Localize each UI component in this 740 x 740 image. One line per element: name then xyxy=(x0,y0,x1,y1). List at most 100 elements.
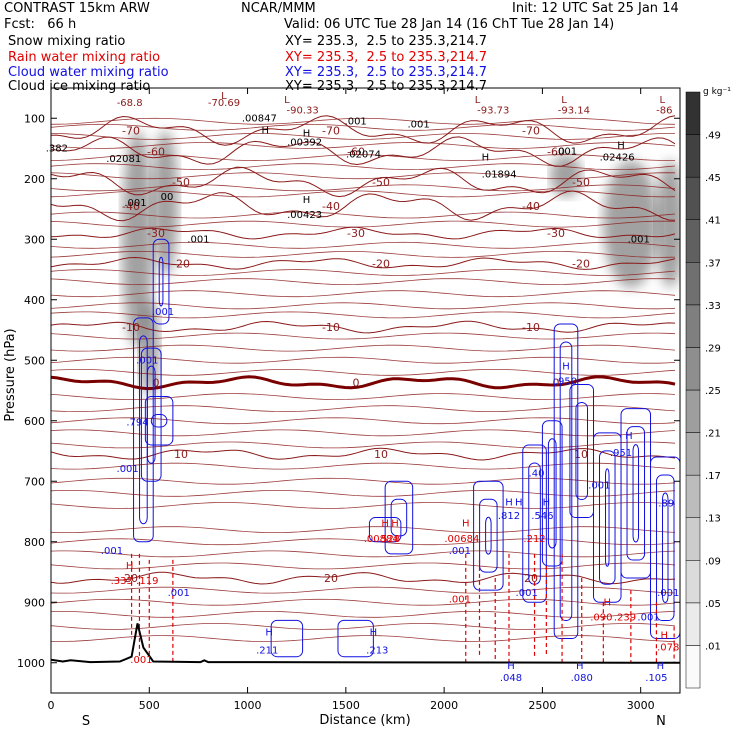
y-tick-label: 1000 xyxy=(17,657,45,670)
x-tick-label: 2000 xyxy=(430,699,458,712)
contour-annotation: .02081 xyxy=(106,154,141,165)
isotherm-label: 0 xyxy=(553,377,560,390)
isotherm-line-minor xyxy=(51,251,676,258)
isotherm-line-minor xyxy=(51,429,676,437)
x-tick-label: 1000 xyxy=(234,699,262,712)
contour-annotation: .212 xyxy=(523,534,545,545)
contour-annotation: 00 xyxy=(161,192,174,203)
field-xy-rain: XY= 235.3, 2.5 to 235.3,214.7 xyxy=(285,50,488,65)
contour-annotation: .239 xyxy=(614,612,636,623)
contour-annotation: .00423 xyxy=(287,210,322,221)
isotherm-line-minor xyxy=(51,623,676,630)
y-tick-label: 600 xyxy=(24,415,45,428)
cloud-ice-shading xyxy=(121,130,154,349)
cloud-water-contour xyxy=(270,619,304,658)
x-axis-label: Distance (km) xyxy=(319,713,410,728)
contour-annotation: .001 xyxy=(657,588,679,599)
cloud-ice-shading xyxy=(603,160,659,288)
contour-annotation: H xyxy=(543,497,551,508)
colorbar-label: .37 xyxy=(705,258,721,269)
colorbar-swatch xyxy=(685,645,701,689)
contour-annotation: .001 xyxy=(101,546,123,557)
contour-annotation: -86 xyxy=(656,105,672,116)
isotherm-line-minor xyxy=(51,344,676,352)
contour-annotation: L xyxy=(475,95,481,106)
cloud-water-contour xyxy=(656,474,675,622)
isotherm-label: -70 xyxy=(122,124,140,137)
contour-annotation: .00884 xyxy=(364,534,399,545)
contour-annotation: .001 xyxy=(124,198,146,209)
cloud-water-contour xyxy=(485,516,492,555)
isotherm-line-minor xyxy=(51,163,676,170)
isotherm-line-minor xyxy=(51,586,676,594)
contour-annotation: .001 xyxy=(187,234,209,245)
isotherm-label: -70 xyxy=(522,124,540,137)
cloud-water-contour xyxy=(599,450,616,585)
contour-annotation: .00847 xyxy=(242,113,277,124)
contour-annotation: .078 xyxy=(657,643,679,654)
contour-annotation: .211 xyxy=(256,646,278,657)
cloud-water-contour xyxy=(522,444,547,603)
isotherm-label: -60 xyxy=(147,146,165,159)
contour-annotation: H xyxy=(505,497,513,508)
isotherm-label: -70 xyxy=(322,124,340,137)
isotherm-line xyxy=(51,571,676,585)
contour-annotation: L xyxy=(221,91,227,102)
colorbar-label: .49 xyxy=(705,131,721,142)
header-left-title: CONTRAST 15km ARW xyxy=(4,1,150,16)
isotherm-label: -10 xyxy=(322,321,340,334)
colorbar-swatch xyxy=(685,347,701,391)
contour-annotation: H xyxy=(303,195,311,206)
contour-annotation: H xyxy=(265,628,273,639)
colorbar-swatch xyxy=(685,560,701,604)
contour-annotation: .950 xyxy=(555,376,577,387)
contour-annotation: L xyxy=(561,95,567,106)
field-xy-snow: XY= 235.3, 2.5 to 235.3,214.7 xyxy=(285,34,488,49)
isotherm-line-minor xyxy=(51,462,676,470)
isotherm-line-minor xyxy=(51,526,676,533)
isotherm-line-minor xyxy=(51,562,676,570)
contour-annotation: .001 xyxy=(588,481,610,492)
cloud-water-contour xyxy=(133,317,154,543)
cloud-water-contour xyxy=(547,438,557,549)
contour-annotation: H xyxy=(604,597,612,608)
colorbar-label: .17 xyxy=(705,471,721,482)
contour-annotation: .001 xyxy=(136,355,158,366)
isotherm-line-minor xyxy=(51,278,676,286)
contour-annotation: .213 xyxy=(366,646,388,657)
y-tick-label: 500 xyxy=(24,354,45,367)
contour-annotation: .001 xyxy=(168,588,190,599)
contour-annotation: .546 xyxy=(531,511,553,522)
contour-annotation: -68.8 xyxy=(117,98,143,109)
terrain-line xyxy=(51,623,680,664)
isotherm-label: -30 xyxy=(347,227,365,240)
isotherm-line-minor xyxy=(51,220,676,228)
isotherm-line-minor xyxy=(51,142,676,149)
isotherm-label: -20 xyxy=(572,257,590,270)
isotherm-label: 10 xyxy=(174,448,188,461)
y-tick-label: 900 xyxy=(24,596,45,609)
field-label-cloud-ice: Cloud ice mixing ratio xyxy=(8,79,151,94)
isotherm-label: 0 xyxy=(153,377,160,390)
contour-annotation: H xyxy=(507,661,515,672)
isotherm-label: -20 xyxy=(372,257,390,270)
contour-annotation: .090 xyxy=(590,612,612,623)
contour-annotation: .080 xyxy=(571,673,593,684)
colorbar-label: .09 xyxy=(705,556,721,567)
contour-annotation: H xyxy=(370,628,378,639)
contour-annotation: H xyxy=(381,519,389,530)
colorbar-swatch xyxy=(685,389,701,433)
contour-annotation: H xyxy=(661,631,669,642)
field-label-cloud-water: Cloud water mixing ratio xyxy=(8,65,169,80)
isotherm-line-minor xyxy=(51,356,676,364)
contour-annotation: .333 xyxy=(111,576,133,587)
isotherm-line xyxy=(51,320,676,334)
cloud-water-contour xyxy=(541,420,563,567)
contour-annotation: -90.33 xyxy=(286,105,318,116)
contour-annotation: .001 xyxy=(555,147,577,158)
contour-annotation: .001 xyxy=(516,588,538,599)
cloud-water-contour xyxy=(559,341,573,622)
isotherm-line-minor xyxy=(51,393,676,400)
isotherm-line-minor xyxy=(51,538,676,546)
contour-annotation: H xyxy=(562,361,570,372)
